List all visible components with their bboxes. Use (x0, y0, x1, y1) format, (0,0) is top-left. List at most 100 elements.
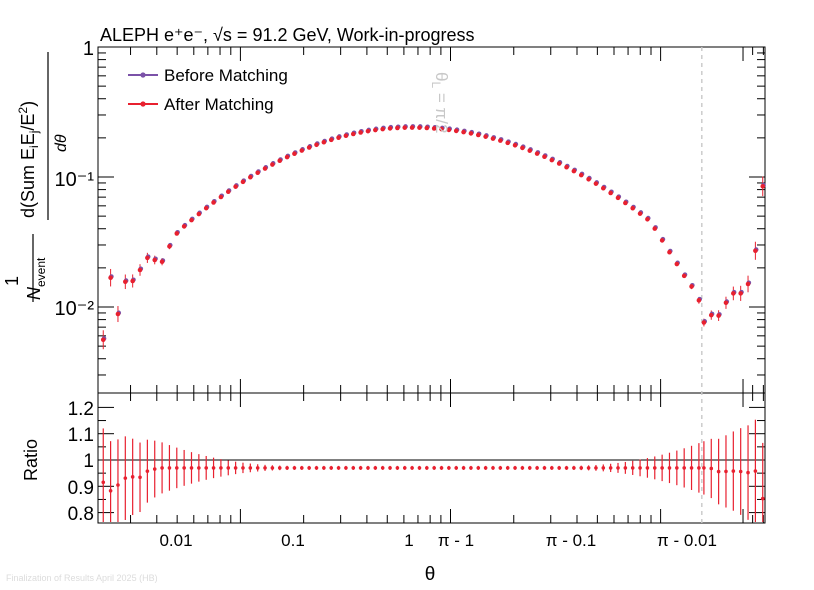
after-point (453, 128, 459, 134)
after-point (593, 181, 599, 186)
after-point (248, 174, 253, 180)
after-point (760, 184, 766, 189)
ratio-point (491, 466, 495, 470)
ratio-point (702, 466, 706, 470)
after-point (262, 166, 268, 171)
ratio-point (329, 466, 334, 470)
after-point (159, 259, 165, 264)
ytick-label-0.01: 10⁻² (55, 298, 95, 320)
after-point (100, 337, 106, 343)
ratio-point (233, 466, 238, 470)
ratio-ytick-1.2: 1.2 (68, 399, 94, 420)
ratio-point (542, 466, 547, 470)
data-marks (98, 47, 766, 523)
after-point (431, 126, 437, 131)
after-point (483, 134, 488, 139)
ratio-point (746, 470, 750, 475)
after-point (753, 248, 758, 254)
after-point (645, 216, 650, 222)
ratio-point (152, 467, 157, 471)
ratio-point (336, 466, 341, 470)
xtick-1: 1 (404, 531, 413, 550)
after-point (542, 154, 547, 160)
after-point (520, 145, 525, 151)
after-point (373, 127, 378, 133)
ratio-point (395, 466, 400, 470)
ratio-point (388, 466, 392, 470)
after-point (402, 125, 408, 130)
xtick-0.01: 0.01 (159, 531, 192, 550)
after-point (196, 211, 202, 217)
ratio-point (675, 466, 679, 470)
ratio-point (716, 469, 721, 474)
after-point (123, 279, 128, 285)
ratio-point (527, 466, 532, 470)
after-point (608, 190, 613, 196)
after-point (723, 300, 729, 306)
ratio-point (277, 466, 282, 470)
after-point (115, 311, 121, 317)
after-point (387, 126, 393, 131)
ratio-point (652, 466, 657, 470)
ylabel-fraction-num: 1 (2, 276, 22, 286)
ratio-point (292, 466, 297, 470)
after-point (745, 281, 751, 287)
xtick-pi-minus-1: π - 1 (438, 531, 474, 550)
after-point (527, 148, 533, 153)
ratio-ytick-1.1: 1.1 (68, 425, 94, 446)
after-point (505, 140, 510, 146)
ratio-point (241, 466, 245, 470)
after-point (659, 238, 665, 243)
after-point (475, 132, 481, 138)
after-point (181, 224, 187, 229)
ratio-point (760, 496, 765, 501)
after-point (225, 189, 231, 195)
after-point (564, 164, 569, 170)
after-point (314, 142, 319, 148)
ratio-ytick-0.9: 0.9 (68, 478, 94, 499)
ratio-point (410, 466, 414, 470)
after-point (299, 148, 305, 153)
ratio-point (753, 469, 758, 473)
after-point (152, 257, 158, 263)
after-point (189, 217, 194, 223)
legend-label-after: After Matching (164, 95, 274, 114)
after-point (701, 320, 707, 325)
ratio-point (116, 483, 120, 487)
ratio-point (344, 466, 348, 470)
ratio-point (550, 466, 554, 470)
ratio-point (174, 466, 179, 470)
ratio-point (667, 466, 672, 470)
after-point (549, 157, 555, 163)
ratio-point (738, 469, 743, 474)
chart-title: ALEPH e⁺e⁻, √s = 91.2 GeV, Work-in-progr… (100, 25, 475, 45)
after-point (321, 139, 327, 145)
ratio-plot-frame (97, 392, 766, 524)
after-point (716, 313, 721, 318)
ratio-point (682, 466, 686, 470)
ratio-point (299, 466, 304, 470)
ratio-point (483, 466, 488, 470)
ratio-point (454, 466, 459, 470)
ratio-point (697, 466, 701, 470)
ratio-point (630, 466, 635, 470)
after-point (395, 125, 400, 131)
after-point (667, 249, 672, 255)
ratio-point (601, 466, 606, 470)
after-point (343, 133, 349, 139)
ratio-point (513, 466, 517, 470)
ratio-ytick-0.8: 0.8 (68, 504, 94, 525)
ratio-point (447, 466, 451, 470)
after-point (512, 142, 518, 148)
after-point (328, 137, 334, 143)
x-axis-label: θ (425, 564, 436, 585)
ytick-label-0.1: 10⁻¹ (55, 169, 95, 191)
ratio-point (189, 466, 194, 470)
ratio-point (564, 466, 569, 470)
after-point (578, 172, 584, 178)
ratio-point (322, 466, 326, 470)
after-point (696, 298, 702, 303)
ratio-point (263, 466, 267, 470)
after-point (203, 205, 209, 211)
